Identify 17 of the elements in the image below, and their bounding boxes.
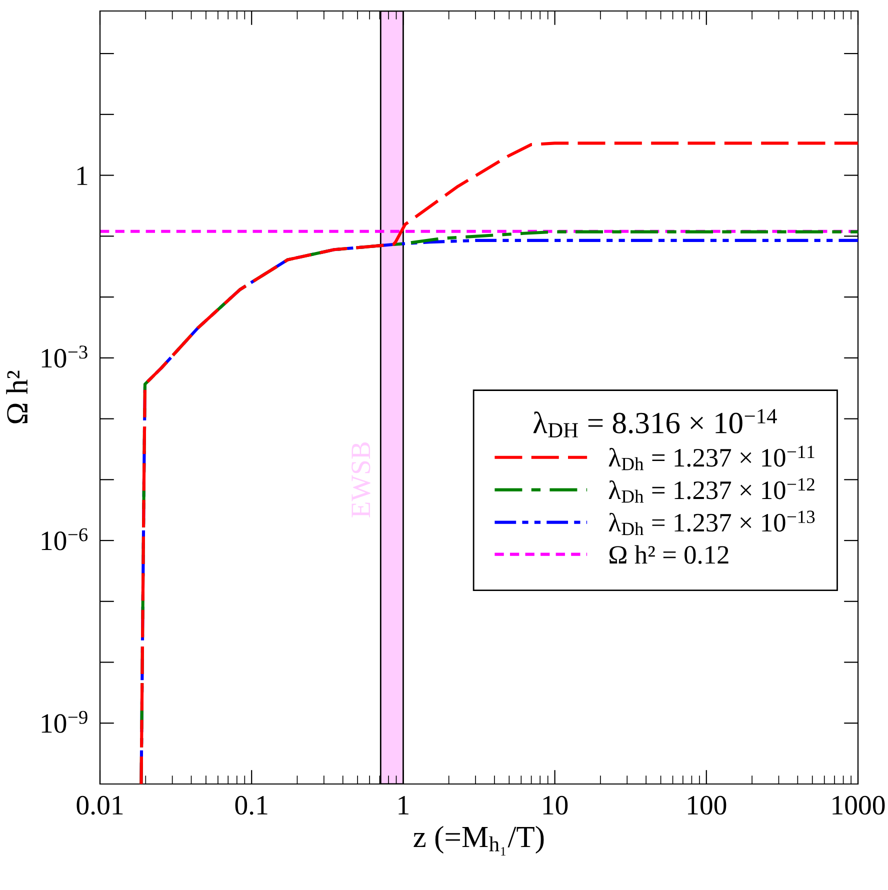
legend-label: λ$_{Dh}$ = 1.237 × 10$^{−12}$ — [608, 478, 814, 503]
y-tick-label: 10$^{−6}$ — [42, 528, 88, 550]
x-tick-label: 10 — [543, 796, 568, 815]
x-tick-label: 0.01 — [76, 796, 123, 815]
x-tick-label: 100 — [688, 796, 726, 815]
y-axis-title: Ω h² — [6, 370, 28, 424]
x-tick-label: 1000 — [832, 796, 885, 815]
y-tick-label: 10$^{−9}$ — [42, 710, 88, 733]
legend-label: λ$_{Dh}$ = 1.237 × 10$^{−11}$ — [608, 446, 814, 470]
legend-label: Ω h² = 0.12 — [610, 545, 728, 564]
y-tick-label: 1 — [77, 166, 88, 185]
legend-title: λ$_{DH}$ = 8.316 × 10$^{−14}$ — [533, 409, 777, 438]
legend-label: λ$_{Dh}$ = 1.237 × 10$^{−13}$ — [608, 510, 815, 536]
x-axis-title: z (=M$_{h₁}$/T) — [414, 826, 544, 856]
y-tick-label: 10$^{−3}$ — [42, 346, 88, 368]
x-tick-label: 0.1 — [235, 796, 268, 815]
x-tick-label: 1 — [398, 796, 408, 814]
